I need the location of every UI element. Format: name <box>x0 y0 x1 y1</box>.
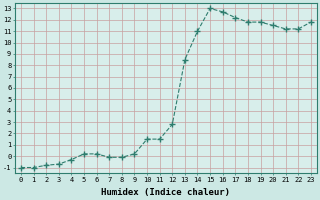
X-axis label: Humidex (Indice chaleur): Humidex (Indice chaleur) <box>101 188 230 197</box>
